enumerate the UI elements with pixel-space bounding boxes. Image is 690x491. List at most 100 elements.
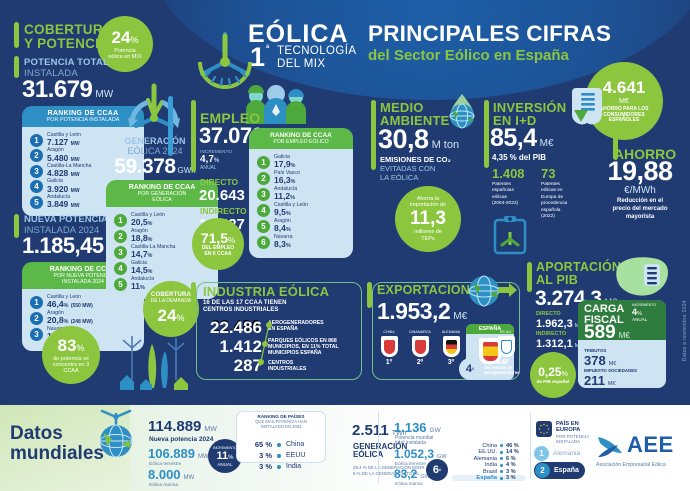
world-installed-label-1: Potencia mundial: [395, 435, 434, 441]
world-installed-value: 1.136: [394, 420, 427, 435]
europe-rank-1-pos: 2: [535, 463, 550, 478]
rank-name: Andalucía: [274, 185, 298, 192]
savings-unit: €/MWh: [624, 185, 656, 196]
industry-item-0-value: 22.486: [210, 318, 262, 337]
ranking-installed-card: RANKING DE CCAA POR POTENCIA INSTALADA 1…: [22, 106, 144, 217]
export-spain-rank-sup: º: [471, 368, 475, 374]
rank-pct: %: [290, 179, 296, 186]
industry-item-1-labels: PARQUES EÓLICOS EN 868 MUNICIPIOS, EN 11…: [268, 338, 339, 356]
globe-export-icon: [468, 275, 518, 307]
savings-title: AHORRO: [613, 146, 677, 162]
world-country-ranking: China 46 % EE.UU. 14 % Alemania 6 % Indi…: [452, 442, 526, 481]
rank-value: 16,3: [274, 175, 291, 186]
rank-unit: MW: [70, 141, 80, 148]
rank-name: Navarra: [274, 233, 293, 240]
spain-map-icon: [610, 250, 674, 302]
rnd-patent-1-l5: española: [541, 207, 561, 213]
world-generation-note-1: 25,4 % DE LA GENERACIÓN EERR: [353, 465, 425, 470]
brand-subtitle-2: DEL MIX: [277, 58, 326, 70]
industry-item-2-label-1: CENTROS: [268, 360, 294, 366]
world-country-3-pct: 4 %: [506, 462, 516, 468]
world-country-1-pct: 14 %: [506, 449, 519, 455]
rnd-patent-1-l3: Europa de: [541, 194, 564, 200]
consumer-savings-l3: ESPAÑOLES: [608, 117, 640, 124]
savings-value: 19,88: [607, 156, 673, 186]
installed-unit: MW: [95, 89, 114, 100]
rank-name: Castilla-La Mancha: [47, 162, 92, 169]
industry-item-0-label-1: AEROGENERADORES: [268, 320, 324, 326]
ranking-generation-subtitle-2: EÓLICA: [152, 197, 172, 203]
employment-increase-group: 4,7 %: [200, 154, 219, 165]
generation-title-1: GENERACIÓN: [124, 136, 186, 146]
world-rank-new-1-pct: 3 %: [259, 451, 272, 460]
world-installed-onshore-group: 1.052,3 GW: [394, 447, 447, 461]
ranking-employment-subtitle: POR EMPLEO EÓLICO: [273, 139, 329, 145]
list-item: 4 Castilla y León 9,5%: [257, 202, 345, 218]
world-offshore-unit: MW: [183, 475, 195, 481]
rank-badge: 2: [30, 149, 43, 163]
rank-unit: MW: [70, 172, 80, 179]
list-item: 1 Castilla y León 7.127 MW: [30, 132, 136, 148]
rank-badge: 3: [114, 245, 127, 259]
installed-value-group: 31.679 MW: [22, 78, 113, 102]
savings-note-1: Reducción en el: [616, 198, 663, 204]
world-power-label: Nueva potencia 2024: [149, 436, 214, 443]
accent-bar-employment: [191, 100, 196, 172]
rank-name: Castilla y León: [47, 132, 82, 138]
europe-item-1: 2 España: [534, 462, 585, 479]
rank-value: 11: [131, 281, 140, 292]
globe-drop-icon: [440, 92, 484, 136]
environment-value: 30,8: [378, 124, 429, 154]
demand-coverage-badge: COBERTURA DE LA DEMANDA 24 %: [143, 281, 199, 337]
concentration-label-2: concentra en 3: [52, 361, 90, 368]
divider: [378, 411, 379, 483]
flag-shape: [383, 339, 395, 354]
fiscal-row-0-label: TRIBUTOS: [584, 348, 607, 353]
rank-value: 3.849: [47, 199, 69, 210]
fiscal-increase-pct: %: [637, 311, 642, 317]
mix-share-value: 24: [111, 27, 131, 47]
list-item: 2 País Vasco 16,3%: [257, 170, 345, 186]
rank-pct: %: [63, 319, 69, 326]
world-country-0-pct: 46 %: [506, 442, 519, 449]
rank-name: Andalucía: [47, 193, 71, 200]
rank-name: Galicia: [131, 259, 147, 266]
rank-badge: 4: [114, 261, 127, 275]
rank-name: Aragón: [131, 227, 148, 234]
rnd-patent-0-l4: (2004-2022): [492, 201, 519, 207]
list-item: 3 Castilla-La Mancha 14,7%: [114, 244, 210, 260]
gdp-indirect-value: 1.312,1: [536, 338, 573, 350]
world-increase-period: ANUAL: [217, 461, 233, 467]
rank-badge: 2: [257, 171, 270, 185]
accent-bar-savings: [613, 122, 618, 160]
world-installed-unit: GW: [429, 427, 441, 434]
rank-badge: 4: [30, 180, 43, 194]
list-item: 2 Aragón 18,8%: [114, 227, 210, 244]
bullet-dot-icon: [500, 450, 503, 454]
rank-name: Aragón: [47, 147, 64, 154]
employment-concentration-label-2: EN 6 CCAA: [204, 251, 232, 257]
rnd-patent-1-l2: eólicas en: [541, 188, 563, 194]
page-subtitle: del Sector Eólico en España: [368, 47, 569, 64]
world-installed-offshore-value: 83,2: [394, 467, 418, 481]
accent-bar-generation: [168, 96, 173, 156]
environment-label-2: EVITADAS CON: [380, 164, 436, 173]
employment-concentration-pct: %: [228, 236, 236, 246]
flag-usa-icon: [497, 336, 515, 357]
rnd-patent-1-labels: Patentes eólicas en Europa de procedenci…: [541, 182, 583, 221]
rnd-title-2: EN I+D: [493, 113, 537, 128]
world-installed-label-2: total instalada: [395, 440, 426, 446]
rank-pct: %: [285, 227, 291, 234]
world-power-unit: MW: [204, 426, 217, 433]
generation-value: 59.378: [114, 155, 176, 178]
list-item: 5 Aragón 8,4%: [257, 218, 345, 234]
world-rank-new-0-pct: 65 %: [254, 440, 272, 449]
industry-item-2-value: 287: [233, 356, 262, 375]
export-country-1: DINAMARCA 2º: [406, 330, 434, 366]
rnd-patent-0-value: 1.408: [492, 166, 525, 181]
employment-value: 37.070: [199, 123, 264, 148]
industry-item-1-label-1: PARQUES EÓLICOS EN 868: [268, 338, 337, 344]
world-country-4-name: Brasil: [483, 468, 497, 475]
rank-value: 8,3: [274, 239, 286, 250]
rnd-value: 85,4: [490, 124, 537, 152]
